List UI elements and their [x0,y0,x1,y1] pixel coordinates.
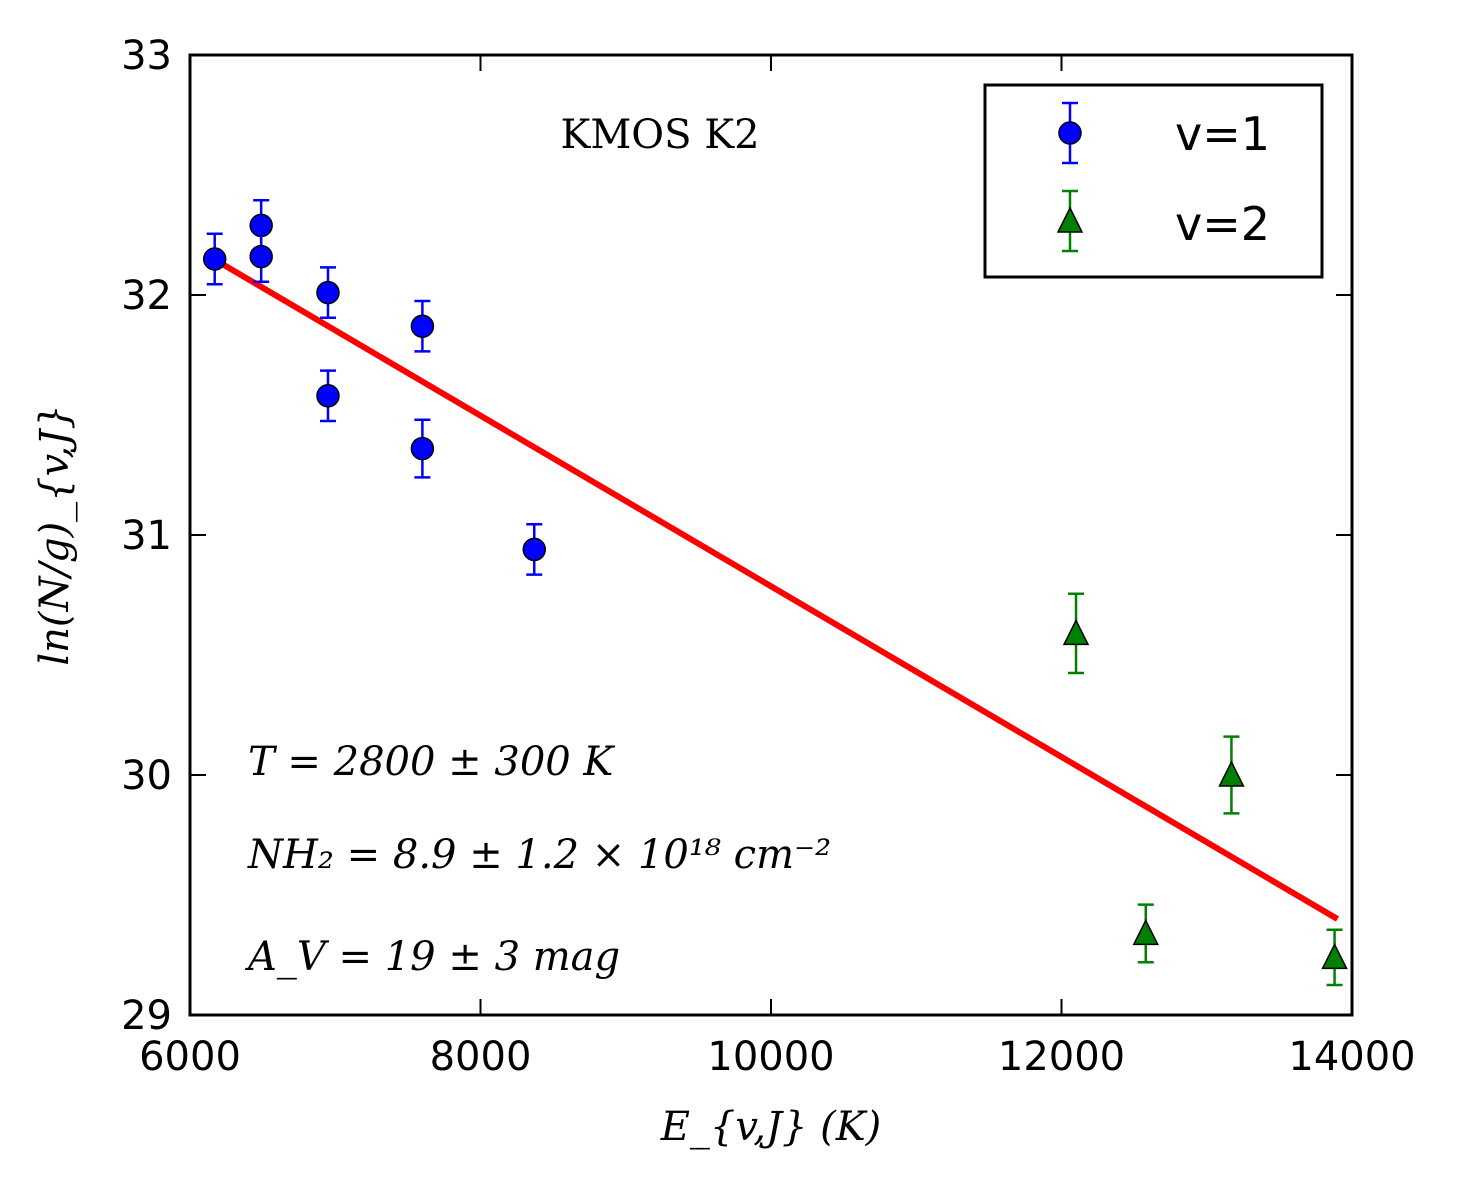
y-axis-title: ln(N/g)_{v,J} [32,404,78,665]
data-points [202,198,1348,987]
annotation-extinction: A_V = 19 ± 3 mag [244,934,620,980]
data-point-v1 [316,369,340,423]
marker-circle [249,244,273,269]
y-tick-label: 29 [121,993,172,1039]
x-tick-label: 14000 [1288,1034,1415,1080]
marker-triangle [1218,760,1245,787]
y-tick-label: 33 [121,33,172,79]
marker-circle [410,314,435,338]
legend: v=1 v=2 [983,83,1324,279]
marker-circle [316,384,340,408]
legend-marker-v2 [1056,189,1084,253]
y-tick-label: 31 [121,513,172,559]
x-tick-label: 10000 [707,1034,834,1080]
marker-triangle [1321,942,1348,970]
data-point-v2 [1218,735,1245,815]
data-point-v1 [410,418,435,479]
x-tick-label: 8000 [430,1034,532,1080]
marker-circle [522,537,546,562]
y-tick-label: 32 [121,273,172,319]
x-axis-title: E_{v,J} (K) [660,1104,882,1150]
marker-circle [316,280,340,305]
tick-labels: 6000 8000 10000 12000 14000 29 30 31 32 33 [121,33,1416,1080]
marker-circle [410,436,435,461]
marker-triangle [1062,618,1090,646]
marker-circle [202,247,227,271]
data-point-v1 [522,522,546,576]
data-point-v2 [1321,928,1348,987]
x-tick-label: 12000 [998,1034,1125,1080]
legend-label-v1: v=1 [1175,107,1270,161]
x-tick-label: 6000 [139,1034,241,1080]
legend-marker-v1 [1058,101,1082,165]
data-point-v1 [249,230,273,284]
data-point-v2 [1062,592,1090,675]
data-point-v1 [202,232,227,286]
data-point-v2 [1132,903,1159,964]
data-point-v1 [316,266,340,320]
data-point-v1 [410,299,435,353]
fit-line [220,261,1339,922]
marker-triangle [1132,918,1159,946]
legend-label-v2: v=2 [1175,197,1270,251]
annotation-temperature: T = 2800 ± 300 K [248,739,615,785]
legend-box [983,83,1324,279]
plot-frame [188,53,1354,1017]
y-tick-label: 30 [121,753,172,799]
chart-title: KMOS K2 [560,112,759,158]
annotation-column-density: NH₂ = 8.9 ± 1.2 × 10¹⁸ cm⁻² [247,832,831,878]
